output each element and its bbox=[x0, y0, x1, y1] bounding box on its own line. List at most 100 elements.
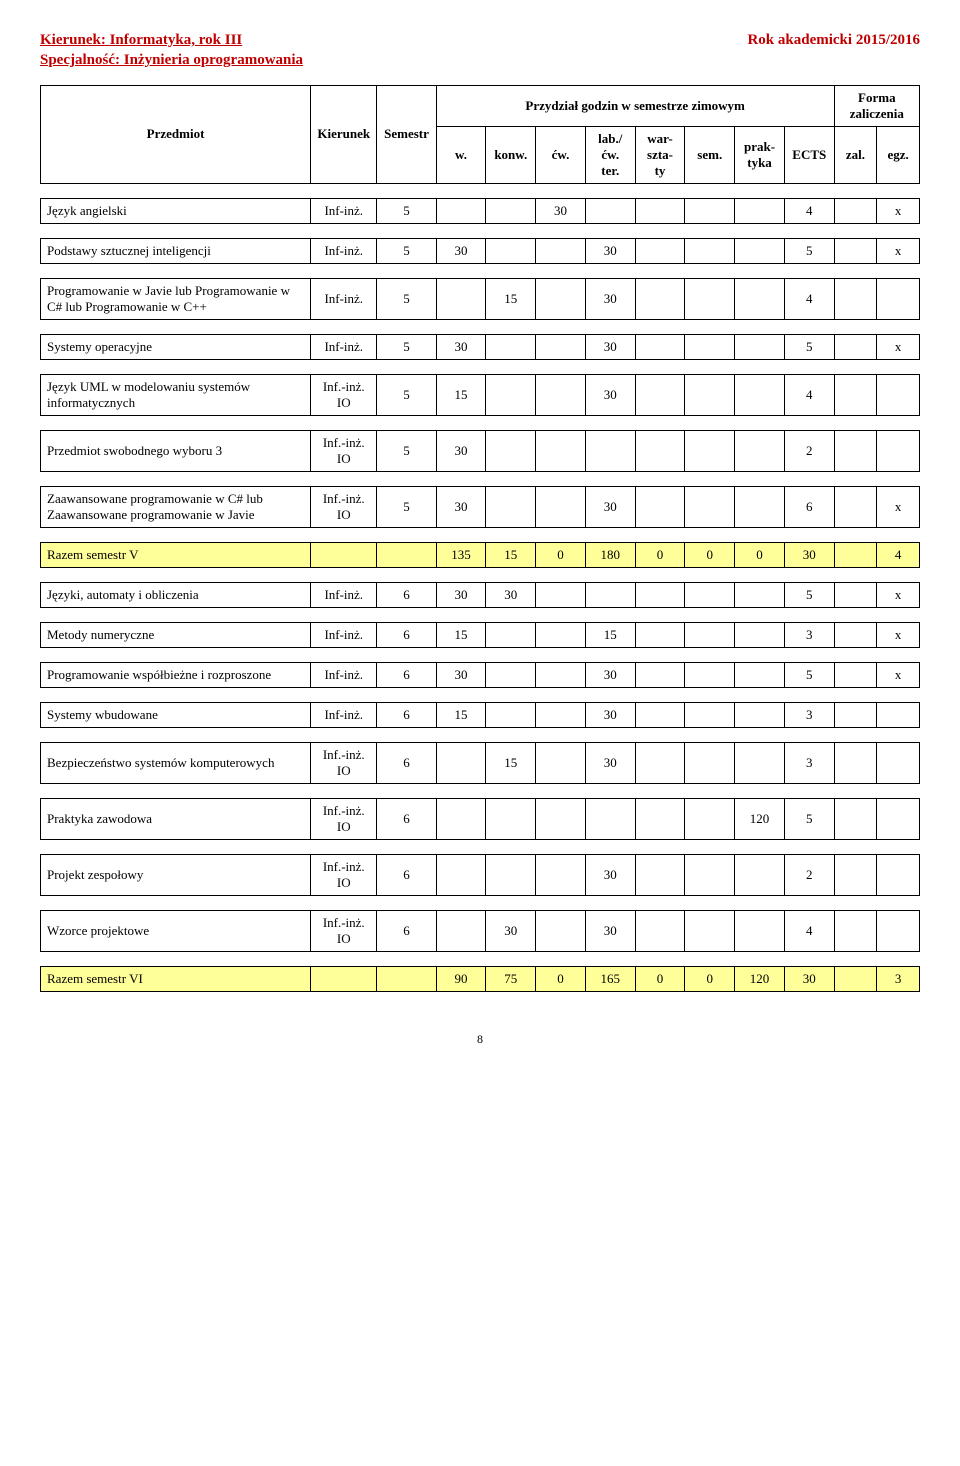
cell: 30 bbox=[436, 430, 486, 471]
cell bbox=[635, 238, 685, 263]
th-group: Przydział godzin w semestrze zimowym bbox=[436, 85, 834, 126]
cell bbox=[635, 854, 685, 895]
table-row: Praktyka zawodowaInf.-inż. IO61205 bbox=[41, 798, 920, 839]
cell bbox=[877, 702, 920, 727]
cell bbox=[486, 238, 536, 263]
cell: 30 bbox=[585, 854, 635, 895]
cell bbox=[685, 334, 735, 359]
cell: x bbox=[877, 334, 920, 359]
cell bbox=[735, 334, 785, 359]
cell: 30 bbox=[585, 702, 635, 727]
cell: 5 bbox=[377, 486, 436, 527]
cell: Inf-inż. bbox=[311, 198, 377, 223]
cell bbox=[635, 430, 685, 471]
th-semestr: Semestr bbox=[377, 85, 436, 183]
cell: 6 bbox=[377, 798, 436, 839]
cell bbox=[436, 278, 486, 319]
cell: 3 bbox=[784, 622, 834, 647]
cell bbox=[536, 374, 586, 415]
th-w: w. bbox=[436, 126, 486, 183]
cell bbox=[585, 582, 635, 607]
table-row: Projekt zespołowyInf.-inż. IO6302 bbox=[41, 854, 920, 895]
cell: Inf-inż. bbox=[311, 662, 377, 687]
cell bbox=[735, 702, 785, 727]
cell: Praktyka zawodowa bbox=[41, 798, 311, 839]
cell: 15 bbox=[486, 278, 536, 319]
cell bbox=[486, 662, 536, 687]
cell: 30 bbox=[436, 334, 486, 359]
cell bbox=[685, 702, 735, 727]
header-year-value: 2015/2016 bbox=[856, 32, 920, 48]
cell bbox=[486, 854, 536, 895]
cell: 5 bbox=[377, 430, 436, 471]
cell: Inf-inż. bbox=[311, 582, 377, 607]
cell: 6 bbox=[377, 702, 436, 727]
cell: 30 bbox=[436, 582, 486, 607]
cell: 0 bbox=[735, 542, 785, 567]
th-konw: konw. bbox=[486, 126, 536, 183]
cell bbox=[536, 238, 586, 263]
cell bbox=[735, 662, 785, 687]
cell: 15 bbox=[486, 542, 536, 567]
cell bbox=[685, 238, 735, 263]
cell: 3 bbox=[784, 702, 834, 727]
cell bbox=[436, 198, 486, 223]
cell bbox=[735, 486, 785, 527]
table-row: Zaawansowane programowanie w C# lub Zaaw… bbox=[41, 486, 920, 527]
cell: 5 bbox=[377, 238, 436, 263]
cell: 6 bbox=[377, 742, 436, 783]
cell: Razem semestr VI bbox=[41, 966, 311, 991]
th-lab: lab./ ćw. ter. bbox=[585, 126, 635, 183]
table-body: Język angielskiInf-inż.5304xPodstawy szt… bbox=[41, 183, 920, 991]
summary-row: Razem semestr VI9075016500120303 bbox=[41, 966, 920, 991]
cell: Zaawansowane programowanie w C# lub Zaaw… bbox=[41, 486, 311, 527]
cell: 30 bbox=[585, 662, 635, 687]
cell: 5 bbox=[784, 582, 834, 607]
cell: Inf-inż. bbox=[311, 622, 377, 647]
cell bbox=[735, 374, 785, 415]
cell bbox=[735, 430, 785, 471]
cell: 6 bbox=[377, 854, 436, 895]
cell bbox=[685, 742, 735, 783]
cell: 4 bbox=[784, 910, 834, 951]
cell: 30 bbox=[585, 334, 635, 359]
cell: 0 bbox=[685, 542, 735, 567]
cell bbox=[311, 542, 377, 567]
cell: Inf-inż. bbox=[311, 702, 377, 727]
cell: 5 bbox=[377, 278, 436, 319]
th-ects: ECTS bbox=[784, 126, 834, 183]
cell: 0 bbox=[536, 966, 586, 991]
cell bbox=[536, 742, 586, 783]
cell: 120 bbox=[735, 798, 785, 839]
th-zal: zal. bbox=[834, 126, 877, 183]
cell bbox=[834, 854, 877, 895]
cell: 0 bbox=[536, 542, 586, 567]
header-spec-label: Specjalność: bbox=[40, 52, 120, 68]
cell: 5 bbox=[784, 238, 834, 263]
cell: 2 bbox=[784, 430, 834, 471]
header-right: Rok akademicki 2015/2016 bbox=[747, 30, 920, 49]
cell: Programowanie w Javie lub Programowanie … bbox=[41, 278, 311, 319]
table-row: Systemy operacyjneInf-inż.530305x bbox=[41, 334, 920, 359]
cell bbox=[834, 910, 877, 951]
cell bbox=[635, 662, 685, 687]
cell bbox=[877, 798, 920, 839]
cell: 5 bbox=[784, 798, 834, 839]
cell: 4 bbox=[877, 542, 920, 567]
cell bbox=[834, 430, 877, 471]
table-row: Wzorce projektoweInf.-inż. IO630304 bbox=[41, 910, 920, 951]
cell: 6 bbox=[784, 486, 834, 527]
cell: 4 bbox=[784, 198, 834, 223]
table-row: Przedmiot swobodnego wyboru 3Inf.-inż. I… bbox=[41, 430, 920, 471]
cell: 180 bbox=[585, 542, 635, 567]
cell: 135 bbox=[436, 542, 486, 567]
cell: 2 bbox=[784, 854, 834, 895]
cell: x bbox=[877, 582, 920, 607]
cell bbox=[877, 742, 920, 783]
table-row: Metody numeryczneInf-inż.615153x bbox=[41, 622, 920, 647]
cell bbox=[834, 702, 877, 727]
table-row: Podstawy sztucznej inteligencjiInf-inż.5… bbox=[41, 238, 920, 263]
header-kierunek-label: Kierunek: bbox=[40, 32, 106, 48]
cell: 5 bbox=[377, 374, 436, 415]
cell: Języki, automaty i obliczenia bbox=[41, 582, 311, 607]
